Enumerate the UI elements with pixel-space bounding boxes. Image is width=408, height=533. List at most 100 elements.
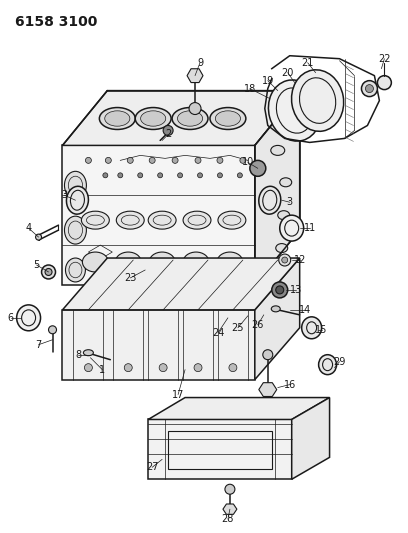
Circle shape bbox=[177, 173, 182, 178]
Text: 6158 3100: 6158 3100 bbox=[15, 15, 97, 29]
Text: 6: 6 bbox=[8, 313, 14, 323]
Polygon shape bbox=[292, 398, 330, 479]
Text: 2: 2 bbox=[165, 130, 171, 140]
Text: 15: 15 bbox=[315, 325, 328, 335]
Ellipse shape bbox=[177, 111, 203, 126]
Ellipse shape bbox=[302, 317, 322, 339]
Polygon shape bbox=[148, 419, 292, 479]
Circle shape bbox=[159, 364, 167, 372]
Text: 19: 19 bbox=[262, 76, 274, 86]
Circle shape bbox=[272, 282, 288, 298]
Text: 8: 8 bbox=[75, 350, 82, 360]
Circle shape bbox=[103, 173, 108, 178]
Text: 13: 13 bbox=[290, 285, 302, 295]
Ellipse shape bbox=[82, 211, 109, 229]
Circle shape bbox=[250, 160, 266, 176]
Text: 1: 1 bbox=[99, 365, 105, 375]
Polygon shape bbox=[255, 258, 299, 379]
Circle shape bbox=[157, 173, 163, 178]
Ellipse shape bbox=[217, 252, 243, 272]
Polygon shape bbox=[148, 398, 330, 419]
Text: 21: 21 bbox=[302, 58, 314, 68]
Text: 23: 23 bbox=[124, 273, 136, 283]
Circle shape bbox=[217, 157, 223, 163]
Polygon shape bbox=[62, 146, 255, 285]
Polygon shape bbox=[62, 310, 255, 379]
Text: 11: 11 bbox=[304, 223, 316, 233]
Circle shape bbox=[105, 157, 111, 163]
Circle shape bbox=[366, 85, 373, 93]
Ellipse shape bbox=[135, 108, 171, 130]
Ellipse shape bbox=[105, 111, 130, 126]
Circle shape bbox=[45, 269, 52, 276]
Ellipse shape bbox=[82, 252, 109, 272]
Ellipse shape bbox=[64, 216, 86, 244]
Ellipse shape bbox=[67, 187, 89, 214]
Ellipse shape bbox=[215, 111, 240, 126]
Text: 28: 28 bbox=[222, 514, 234, 524]
Text: 9: 9 bbox=[197, 58, 203, 68]
Circle shape bbox=[276, 286, 284, 294]
Ellipse shape bbox=[280, 215, 304, 241]
Ellipse shape bbox=[183, 211, 211, 229]
Ellipse shape bbox=[259, 187, 281, 214]
Circle shape bbox=[84, 364, 92, 372]
Ellipse shape bbox=[141, 111, 166, 126]
Circle shape bbox=[361, 80, 377, 96]
Text: 25: 25 bbox=[232, 323, 244, 333]
Circle shape bbox=[225, 484, 235, 494]
Ellipse shape bbox=[280, 178, 292, 187]
Text: 18: 18 bbox=[244, 84, 256, 94]
Ellipse shape bbox=[319, 354, 337, 375]
Text: 5: 5 bbox=[33, 260, 40, 270]
Circle shape bbox=[240, 157, 246, 163]
Circle shape bbox=[85, 157, 91, 163]
Ellipse shape bbox=[17, 305, 40, 331]
Circle shape bbox=[49, 326, 56, 334]
Text: 16: 16 bbox=[284, 379, 296, 390]
Text: 10: 10 bbox=[242, 157, 254, 167]
Polygon shape bbox=[187, 69, 203, 83]
Circle shape bbox=[42, 265, 55, 279]
Circle shape bbox=[263, 350, 273, 360]
Ellipse shape bbox=[172, 108, 208, 130]
Circle shape bbox=[149, 157, 155, 163]
Text: 17: 17 bbox=[172, 390, 184, 400]
Circle shape bbox=[282, 257, 288, 263]
Circle shape bbox=[163, 125, 173, 135]
Ellipse shape bbox=[100, 108, 135, 130]
Circle shape bbox=[195, 157, 201, 163]
Circle shape bbox=[197, 173, 202, 178]
Circle shape bbox=[138, 173, 143, 178]
Ellipse shape bbox=[115, 252, 141, 272]
Text: 20: 20 bbox=[282, 68, 294, 78]
Text: 4: 4 bbox=[26, 223, 32, 233]
Circle shape bbox=[127, 157, 133, 163]
Ellipse shape bbox=[278, 211, 290, 220]
Ellipse shape bbox=[116, 211, 144, 229]
Text: 12: 12 bbox=[293, 255, 306, 265]
Circle shape bbox=[189, 102, 201, 115]
Circle shape bbox=[118, 173, 123, 178]
Text: 3: 3 bbox=[62, 190, 68, 200]
Circle shape bbox=[377, 76, 391, 90]
Circle shape bbox=[217, 173, 222, 178]
Ellipse shape bbox=[65, 258, 85, 282]
Ellipse shape bbox=[276, 244, 288, 253]
Ellipse shape bbox=[271, 306, 280, 312]
Ellipse shape bbox=[218, 211, 246, 229]
Ellipse shape bbox=[35, 234, 42, 240]
Circle shape bbox=[194, 364, 202, 372]
Text: 14: 14 bbox=[299, 305, 311, 315]
Ellipse shape bbox=[292, 70, 344, 131]
Text: 22: 22 bbox=[378, 54, 390, 64]
Ellipse shape bbox=[210, 108, 246, 130]
Ellipse shape bbox=[271, 146, 285, 156]
Text: 26: 26 bbox=[252, 320, 264, 330]
Ellipse shape bbox=[149, 252, 175, 272]
Circle shape bbox=[124, 364, 132, 372]
Text: 3: 3 bbox=[287, 197, 293, 207]
Polygon shape bbox=[255, 91, 299, 285]
Text: 27: 27 bbox=[146, 462, 158, 472]
Ellipse shape bbox=[268, 80, 321, 141]
